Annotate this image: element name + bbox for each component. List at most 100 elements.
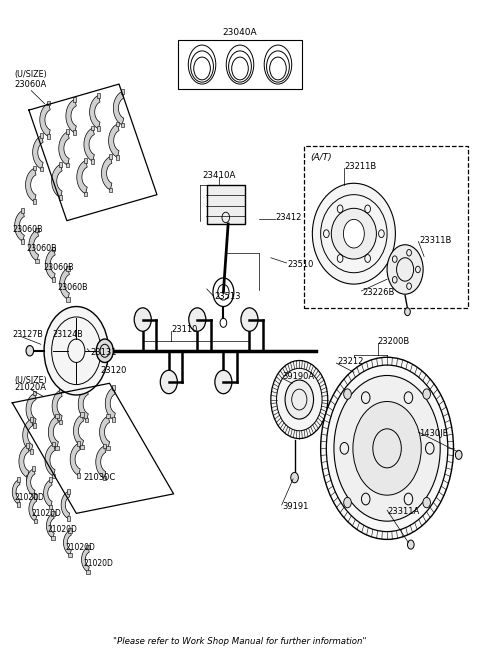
- Bar: [80, 413, 84, 417]
- Bar: [32, 466, 36, 471]
- Polygon shape: [105, 387, 115, 420]
- Text: 23127B: 23127B: [12, 330, 43, 339]
- Circle shape: [344, 389, 351, 400]
- Polygon shape: [47, 514, 54, 538]
- Polygon shape: [101, 157, 112, 190]
- Bar: [59, 420, 62, 424]
- Bar: [49, 478, 52, 482]
- Text: 23060B: 23060B: [57, 283, 88, 291]
- Polygon shape: [23, 419, 33, 451]
- Circle shape: [353, 401, 421, 495]
- Bar: [59, 388, 62, 392]
- Bar: [67, 516, 70, 521]
- Bar: [304, 146, 468, 308]
- Polygon shape: [70, 443, 80, 476]
- Bar: [33, 423, 36, 428]
- Polygon shape: [108, 124, 119, 157]
- Polygon shape: [48, 416, 59, 448]
- Bar: [55, 446, 59, 451]
- Polygon shape: [59, 132, 69, 165]
- Bar: [112, 385, 116, 390]
- Text: 23060B: 23060B: [26, 244, 57, 253]
- Text: 23412: 23412: [276, 213, 302, 222]
- Bar: [97, 93, 100, 98]
- Polygon shape: [26, 468, 35, 496]
- Circle shape: [405, 308, 410, 316]
- Bar: [21, 208, 24, 213]
- Text: 23211B: 23211B: [344, 162, 377, 171]
- Bar: [107, 414, 110, 419]
- Circle shape: [291, 472, 299, 483]
- Bar: [103, 476, 106, 480]
- Circle shape: [321, 358, 454, 539]
- Circle shape: [134, 308, 151, 331]
- Bar: [52, 277, 55, 282]
- Bar: [85, 386, 88, 390]
- Text: 21020D: 21020D: [65, 543, 95, 552]
- Bar: [36, 228, 39, 232]
- Polygon shape: [90, 95, 100, 129]
- Bar: [47, 101, 50, 106]
- Polygon shape: [82, 547, 89, 572]
- Text: 21020D: 21020D: [14, 493, 45, 502]
- Bar: [52, 441, 55, 446]
- Circle shape: [344, 497, 351, 508]
- Bar: [69, 528, 72, 533]
- Bar: [17, 502, 21, 506]
- Polygon shape: [29, 497, 36, 522]
- Bar: [84, 158, 87, 163]
- Polygon shape: [73, 415, 84, 447]
- Bar: [30, 417, 33, 422]
- Text: 21030C: 21030C: [84, 473, 116, 482]
- Text: 23040A: 23040A: [223, 28, 257, 37]
- Bar: [108, 154, 112, 159]
- Polygon shape: [61, 491, 70, 518]
- Circle shape: [44, 306, 108, 395]
- Polygon shape: [52, 390, 62, 422]
- Bar: [116, 155, 119, 159]
- Bar: [97, 127, 100, 131]
- Bar: [55, 414, 59, 419]
- Circle shape: [408, 540, 414, 549]
- Text: 23060B: 23060B: [43, 263, 74, 272]
- Bar: [34, 494, 37, 499]
- Bar: [80, 445, 84, 449]
- Bar: [32, 493, 36, 498]
- Polygon shape: [29, 230, 38, 261]
- Text: 23200B: 23200B: [378, 337, 410, 346]
- Bar: [77, 441, 80, 445]
- Bar: [66, 297, 70, 302]
- Polygon shape: [96, 446, 106, 478]
- Text: 23212: 23212: [337, 358, 364, 366]
- Text: 23110: 23110: [171, 325, 198, 334]
- Bar: [73, 131, 76, 135]
- Polygon shape: [26, 393, 36, 425]
- Ellipse shape: [312, 183, 396, 284]
- Text: 23513: 23513: [214, 293, 240, 301]
- Polygon shape: [12, 480, 20, 504]
- Bar: [26, 475, 29, 480]
- Circle shape: [423, 497, 431, 508]
- Circle shape: [387, 245, 423, 294]
- Circle shape: [423, 389, 431, 400]
- Text: 23060B: 23060B: [12, 224, 43, 234]
- Text: 23124B: 23124B: [53, 330, 84, 339]
- Text: 21020D: 21020D: [31, 509, 61, 518]
- Text: 21020D: 21020D: [84, 559, 113, 568]
- Bar: [77, 473, 80, 478]
- Polygon shape: [78, 388, 88, 420]
- Bar: [21, 239, 24, 243]
- Bar: [52, 474, 55, 478]
- Bar: [91, 159, 95, 163]
- Circle shape: [285, 380, 313, 419]
- Circle shape: [241, 308, 258, 331]
- Bar: [66, 129, 69, 134]
- Bar: [47, 134, 50, 139]
- Circle shape: [271, 361, 328, 439]
- Bar: [91, 125, 95, 130]
- Text: 39191: 39191: [283, 502, 309, 512]
- Circle shape: [215, 370, 232, 394]
- Bar: [120, 123, 124, 127]
- Bar: [33, 391, 36, 396]
- Bar: [30, 449, 33, 454]
